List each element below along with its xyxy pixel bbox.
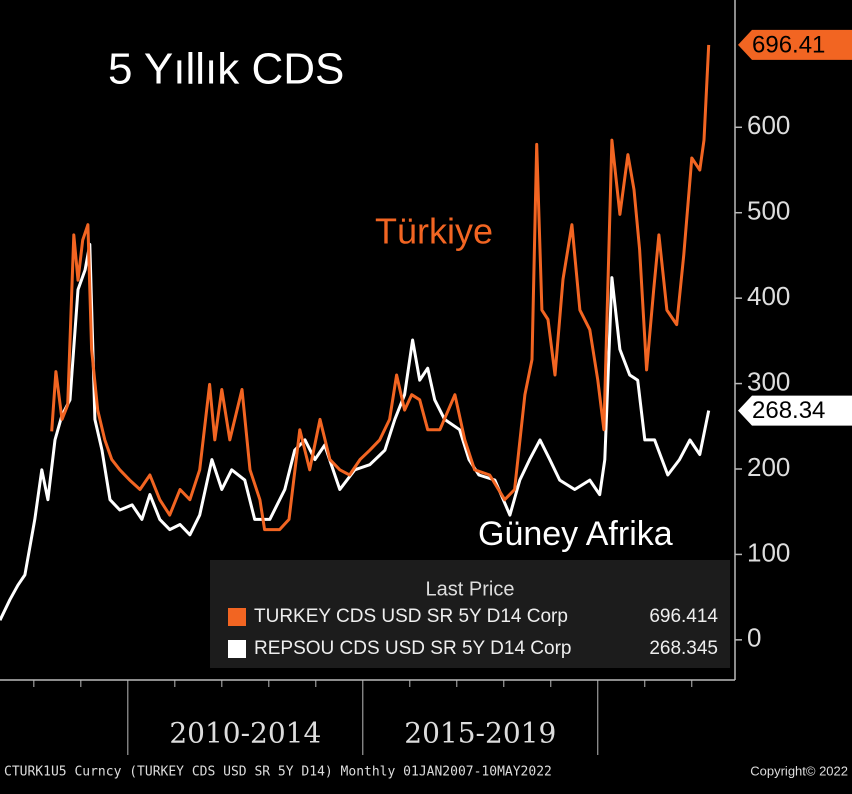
legend-label: TURKEY CDS USD SR 5Y D14 Corp <box>254 606 568 627</box>
x-tick-label: 2010-2014 <box>169 717 321 750</box>
x-tick-label: 2015-2019 <box>404 717 556 750</box>
y-tick-label: 100 <box>747 537 790 567</box>
legend-box <box>210 560 730 668</box>
series-line <box>50 44 711 532</box>
legend-value: 696.414 <box>649 606 718 627</box>
chart-title: 5 Yıllık CDS <box>108 45 344 94</box>
last-value-flag <box>738 29 852 60</box>
legend-label: REPSOU CDS USD SR 5Y D14 Corp <box>254 638 571 659</box>
y-tick-label: 200 <box>747 452 790 482</box>
footer: CTURK1U5 Curncy (TURKEY CDS USD SR 5Y D1… <box>4 765 552 780</box>
legend-title: Last Price <box>426 578 515 600</box>
y-tick-label: 600 <box>747 110 790 140</box>
y-tick-label: 0 <box>747 623 761 653</box>
last-value-label: 268.34 <box>752 397 825 424</box>
legend-value: 268.345 <box>649 638 718 659</box>
y-tick-label: 500 <box>747 196 790 226</box>
annotation: Türkiye <box>375 211 493 252</box>
y-tick-label: 400 <box>747 281 790 311</box>
annotation: Güney Afrika <box>478 515 673 553</box>
copyright: Copyright© 2022 <box>750 763 848 778</box>
plot-area <box>0 44 711 621</box>
legend-swatch <box>228 608 246 626</box>
last-value-label: 696.41 <box>752 31 825 58</box>
last-value-flag <box>738 395 852 426</box>
y-tick-label: 300 <box>747 366 790 396</box>
legend-swatch <box>228 640 246 658</box>
